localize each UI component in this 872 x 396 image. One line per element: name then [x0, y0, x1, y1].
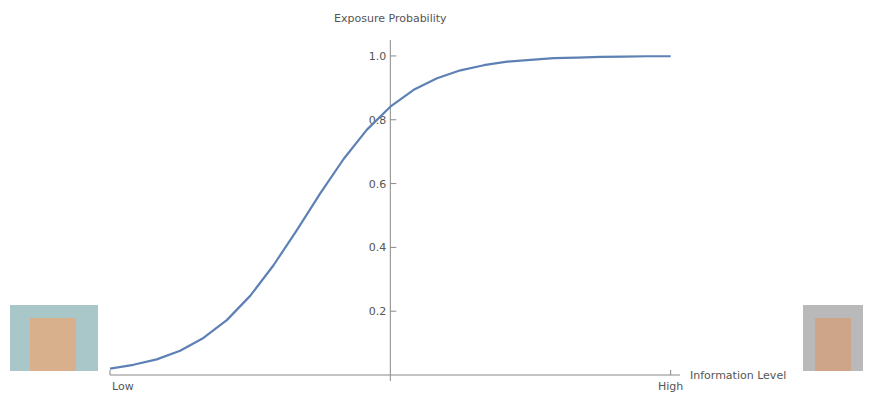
- chart: 0.20.40.60.81.0LowHighExposure Probabili…: [0, 0, 872, 396]
- y-axis-label: Exposure Probability: [334, 12, 447, 25]
- x-tick-label: High: [658, 380, 683, 393]
- y-tick: [390, 119, 396, 120]
- y-tick-label: 0.2: [369, 305, 387, 318]
- photo-right: [803, 305, 863, 371]
- series-line: [110, 56, 671, 368]
- x-tick: [110, 370, 111, 375]
- y-tick-label: 1.0: [369, 50, 387, 63]
- x-axis-label: Information Level: [690, 369, 786, 382]
- x-axis: [110, 375, 680, 376]
- chart-root: 0.20.40.60.81.0LowHighExposure Probabili…: [0, 0, 872, 396]
- x-tick-label: Low: [112, 380, 134, 393]
- y-tick-label: 0.6: [369, 178, 387, 191]
- y-tick: [390, 183, 396, 184]
- y-tick-label: 0.4: [369, 241, 387, 254]
- photo-left: [10, 305, 98, 371]
- y-axis: [390, 40, 391, 381]
- photo-right-face: [815, 318, 851, 371]
- y-tick: [390, 55, 396, 56]
- y-tick: [390, 311, 396, 312]
- plot-area: [110, 56, 671, 368]
- y-tick: [390, 247, 396, 248]
- x-tick: [670, 370, 671, 375]
- photo-left-face: [30, 318, 76, 371]
